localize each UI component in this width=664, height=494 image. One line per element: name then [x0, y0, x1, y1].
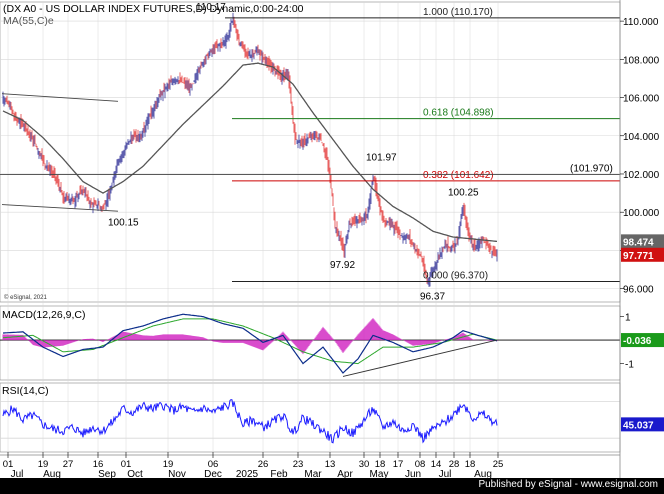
month-tick-label: Aug	[474, 469, 492, 478]
price-tick-label: 110.000	[623, 17, 659, 28]
month-tick-label: Jul	[11, 469, 24, 478]
chart-canvas: (DX A0 - US DOLLAR INDEX FUTURES,D) Dyna…	[0, 0, 664, 478]
month-tick-label: Feb	[270, 469, 288, 478]
macd-value-flag-bg	[621, 333, 664, 348]
rsi-legend: RSI(14,C)	[2, 385, 49, 397]
axes: 110.000 108.000 106.000 104.000 102.000 100.0…	[0, 0, 664, 478]
fib-level-label: 1.000 (110.170)	[423, 7, 493, 18]
chart-title: (DX A0 - US DOLLAR INDEX FUTURES,D) Dyna…	[3, 3, 304, 15]
day-tick-label: 14	[431, 459, 442, 470]
price-tick-label: 104.000	[623, 132, 660, 143]
macd-signal-line	[2, 318, 498, 365]
day-tick-label: 08	[415, 459, 426, 470]
month-tick-label: Aug	[43, 469, 61, 478]
footer-bar: Published by eSignal - www.esignal.com	[0, 478, 664, 494]
upper-trendline	[1, 93, 119, 102]
grid-lines	[0, 1, 621, 453]
rsi-line	[2, 399, 498, 444]
ma-55-line	[2, 62, 498, 243]
price-annotation: 96.37	[420, 292, 445, 303]
ma-line	[1, 62, 498, 243]
macd-tick-label: -1	[625, 360, 634, 371]
month-tick-label: Jun	[405, 469, 421, 478]
fib-level-label: 0.382 (101.642)	[423, 170, 494, 181]
footer-text: Published by eSignal - www.esignal.com	[478, 479, 658, 490]
price-tick-label: 106.000	[623, 94, 660, 105]
macd-value-flag: -0.036	[623, 336, 652, 347]
day-tick-label: 19	[163, 459, 174, 470]
price-annotations: 110.17 101.97 100.25 100.15 97.92 96.37	[108, 2, 479, 303]
day-tick-label: 13	[325, 459, 336, 470]
rsi-value-flag: 45.037	[623, 420, 654, 431]
fibonacci-levels: 1.000 (110.170) 0.618 (104.898) 0.382 (101…	[0, 7, 620, 283]
day-tick-label: 01	[121, 459, 132, 470]
month-tick-label: May	[370, 469, 389, 478]
day-tick-label: 01	[3, 459, 14, 470]
day-tick-label: 18	[465, 459, 476, 470]
price-annotation: 97.92	[330, 260, 355, 271]
day-tick-label: 18	[375, 459, 386, 470]
rsi-panel	[0, 399, 620, 444]
resistance-label: (101.970)	[570, 164, 613, 175]
day-tick-label: 28	[449, 459, 460, 470]
lower-trendline	[1, 204, 119, 212]
day-tick-label: 16	[93, 459, 104, 470]
month-tick-label: Jul	[439, 469, 452, 478]
price-panel	[2, 12, 498, 287]
price-tick-label: 96.000	[623, 285, 654, 296]
esignal-credit: © eSignal, 2021	[4, 294, 47, 301]
month-tick-label: Sep	[98, 469, 116, 478]
rsi-value-flag-bg	[621, 417, 664, 432]
day-tick-label: 26	[258, 459, 269, 470]
day-tick-label: 06	[208, 459, 219, 470]
macd-trendline	[342, 339, 498, 377]
month-tick-label: Apr	[337, 469, 353, 478]
fib-level-label: 0.618 (104.898)	[423, 108, 494, 119]
day-tick-label: 25	[493, 459, 504, 470]
ma-value-flag: 98.474	[623, 237, 654, 248]
day-tick-label: 30	[359, 459, 370, 470]
price-annotation: 110.17	[196, 2, 226, 13]
macd-legend: MACD(12,26,9,C)	[2, 309, 85, 321]
price-tick-label: 102.000	[623, 170, 660, 181]
price-annotation: 101.97	[366, 153, 397, 164]
macd-line	[3, 313, 498, 374]
day-tick-label: 23	[293, 459, 304, 470]
day-tick-label: 17	[393, 459, 404, 470]
macd-tick-label: 1	[625, 313, 631, 324]
ma-legend: MA(55,C)e	[3, 15, 54, 27]
fib-level-label: 0.000 (96.370)	[423, 271, 488, 282]
price-tick-label: 108.000	[623, 55, 660, 66]
day-tick-label: 19	[38, 459, 49, 470]
day-tick-label: 27	[63, 459, 74, 470]
macd-panel	[0, 313, 620, 377]
price-annotation: 100.25	[448, 187, 479, 198]
month-tick-label: Dec	[204, 469, 222, 478]
month-tick-label: Mar	[304, 469, 322, 478]
month-tick-label: Oct	[127, 469, 143, 478]
price-annotation: 100.15	[108, 217, 139, 228]
month-tick-label: 2025	[236, 469, 259, 478]
ma-value-flag-bg	[621, 234, 664, 249]
price-tick-label: 100.000	[623, 208, 660, 219]
price-frame	[0, 1, 621, 303]
last-price-flag-bg	[621, 247, 664, 262]
month-tick-label: Nov	[168, 469, 186, 478]
last-price-flag: 97.771	[623, 251, 654, 262]
